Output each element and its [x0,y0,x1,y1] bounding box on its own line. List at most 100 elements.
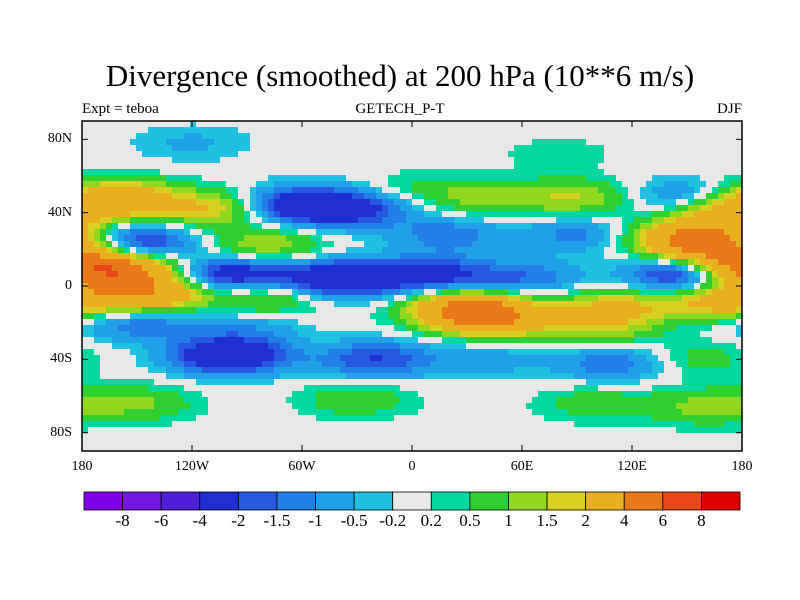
field-cell [652,259,659,266]
field-cell [100,199,107,206]
field-cell [82,331,89,338]
field-cell [154,271,161,278]
field-cell [502,181,509,188]
field-cell [706,187,713,194]
field-cell [166,331,173,338]
field-cell [226,361,233,368]
field-cell [208,175,215,182]
field-cell [376,373,383,380]
field-cell [310,205,317,212]
field-cell [700,121,707,128]
field-cell [538,355,545,362]
field-cell [490,175,497,182]
field-cell [178,241,185,248]
field-cell [622,193,629,200]
field-cell [178,157,185,164]
field-cell [184,145,191,152]
field-cell [244,271,251,278]
field-cell [370,235,377,242]
field-cell [466,253,473,260]
field-cell [622,319,629,326]
field-cell [628,187,635,194]
field-cell [358,181,365,188]
field-cell [112,223,119,230]
field-cell [388,337,395,344]
field-cell [586,241,593,248]
field-cell [622,169,629,176]
field-cell [310,331,317,338]
field-cell [364,187,371,194]
field-cell [280,193,287,200]
field-cell [568,247,575,254]
field-cell [364,331,371,338]
field-cell [724,385,731,392]
field-cell [106,367,113,374]
field-cell [580,331,587,338]
field-cell [220,385,227,392]
field-cell [616,247,623,254]
field-cell [100,349,107,356]
field-cell [208,301,215,308]
field-cell [178,385,185,392]
field-cell [286,331,293,338]
field-cell [460,223,467,230]
field-cell [514,235,521,242]
field-cell [424,187,431,194]
field-cell [208,133,215,140]
field-cell [298,385,305,392]
field-cell [118,241,125,248]
field-cell [316,253,323,260]
field-cell [508,175,515,182]
field-cell [568,205,575,212]
field-cell [400,373,407,380]
field-cell [430,361,437,368]
field-cell [130,235,137,242]
field-cell [142,301,149,308]
field-cell [190,307,197,314]
field-cell [514,205,521,212]
field-cell [508,361,515,368]
field-cell [592,295,599,302]
field-cell [298,349,305,356]
field-cell [664,283,671,290]
field-cell [364,235,371,242]
field-cell [172,313,179,320]
field-cell [460,211,467,218]
field-cell [166,355,173,362]
field-cell [424,259,431,266]
field-cell [562,331,569,338]
field-cell [706,277,713,284]
field-cell [724,187,731,194]
field-cell [358,283,365,290]
field-cell [670,289,677,296]
field-cell [94,277,101,284]
field-cell [100,355,107,362]
field-cell [166,169,173,176]
field-cell [724,205,731,212]
field-cell [466,307,473,314]
field-cell [706,169,713,176]
field-cell [304,247,311,254]
field-cell [712,301,719,308]
field-cell [454,373,461,380]
field-cell [490,199,497,206]
field-cell [646,205,653,212]
field-cell [202,391,209,398]
field-cell [184,241,191,248]
field-cell [268,217,275,224]
field-cell [538,253,545,260]
field-cell [538,295,545,302]
field-cell [484,295,491,302]
field-cell [496,157,503,164]
field-cell [382,229,389,236]
field-cell [244,151,251,158]
field-cell [262,385,269,392]
field-cell [232,307,239,314]
field-cell [670,133,677,140]
field-cell [82,247,89,254]
field-cell [136,313,143,320]
field-cell [130,229,137,236]
field-cell [478,127,485,134]
field-cell [88,325,95,332]
field-cell [706,157,713,164]
